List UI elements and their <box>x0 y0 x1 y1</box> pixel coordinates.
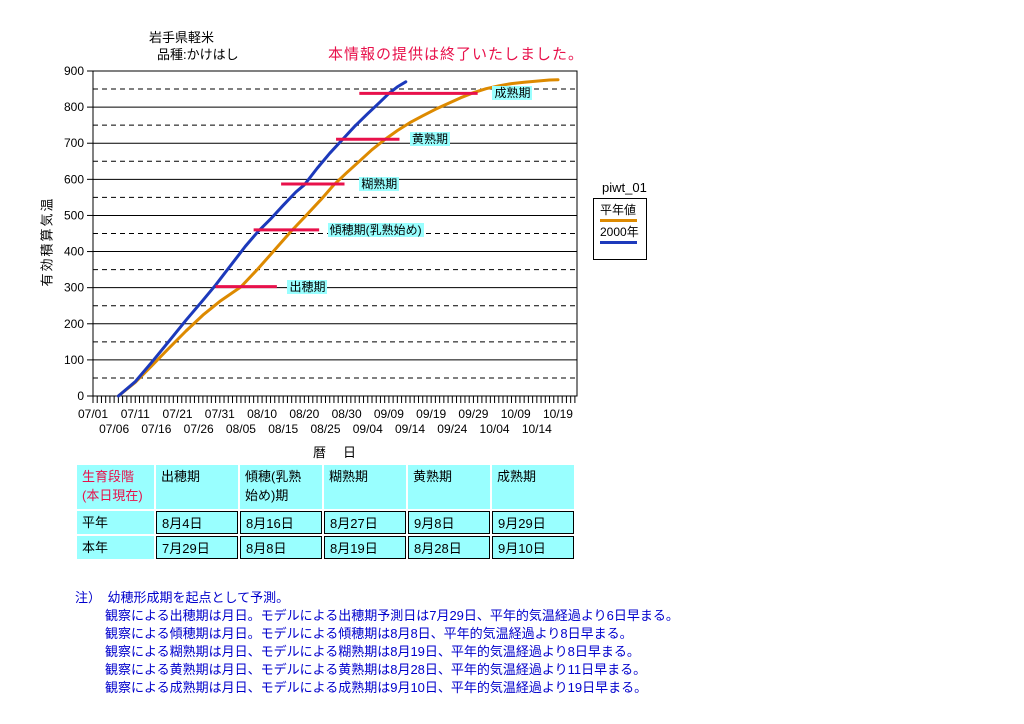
x-tick-label: 07/01 <box>78 407 108 421</box>
y-axis-title: 有効積算気温 <box>39 196 55 287</box>
stage-annotation: 黄熟期 <box>410 132 451 147</box>
table-row-normal-year: 平年 8月4日 8月16日 8月27日 9月8日 9月29日 <box>77 511 574 534</box>
header-heading-stage: 出穂期 <box>156 465 238 509</box>
table-cell: 8月28日 <box>408 536 490 559</box>
x-axis-title: 暦 日 <box>313 445 359 460</box>
x-tick-label: 07/21 <box>163 407 193 421</box>
series-2000年 <box>116 80 408 398</box>
variety-name: 品種:かけはし <box>157 47 239 62</box>
chart-title: 岩手県軽米 品種:かけはし <box>149 29 239 63</box>
footnote-line: 観察による傾穂期は月日。モデルによる傾穂期は8月8日、平年的気温経過より8日早ま… <box>105 626 633 641</box>
stage-annotation: 成熟期 <box>492 86 533 101</box>
x-tick-label: 09/24 <box>437 422 467 436</box>
x-tick-label: 09/29 <box>458 407 488 421</box>
y-tick-label: 300 <box>64 281 84 295</box>
x-tick-label: 10/19 <box>543 407 573 421</box>
y-tick-label: 800 <box>64 100 84 114</box>
y-tick-label: 900 <box>64 64 84 78</box>
table-cell: 9月29日 <box>492 511 574 534</box>
y-tick-label: 500 <box>64 208 84 222</box>
region-name: 岩手県軽米 <box>149 30 215 45</box>
y-tick-label: 600 <box>64 172 84 186</box>
x-tick-label: 07/31 <box>205 407 235 421</box>
x-tick-label: 07/26 <box>184 422 214 436</box>
x-tick-label: 09/19 <box>416 407 446 421</box>
x-tick-label: 08/15 <box>268 422 298 436</box>
y-tick-label: 400 <box>64 245 84 259</box>
plot-border <box>92 70 578 397</box>
y-tick-label: 0 <box>77 389 84 403</box>
x-tick-label: 07/11 <box>121 407 150 421</box>
x-tick-label: 10/09 <box>501 407 531 421</box>
y-tick-label: 100 <box>64 353 84 367</box>
growth-stage-table: 生育段階 (本日現在) 出穂期 傾穂(乳熟 始め)期 糊熟期 黄熟期 成熟期 平… <box>75 463 576 561</box>
legend-title: piwt_01 <box>602 180 647 195</box>
legend-entry-normal: 平年値 <box>600 203 646 222</box>
x-tick-label: 08/05 <box>226 422 256 436</box>
header-mature-stage: 成熟期 <box>492 465 574 509</box>
x-tick-label: 09/14 <box>395 422 425 436</box>
y-tick-label: 200 <box>64 317 84 331</box>
row-label-normal: 平年 <box>77 511 154 534</box>
legend-line-2000-icon <box>600 241 637 244</box>
table-header-row: 生育段階 (本日現在) 出穂期 傾穂(乳熟 始め)期 糊熟期 黄熟期 成熟期 <box>77 465 574 509</box>
footnote-line: 観察による出穂期は月日。モデルによる出穂期予測日は7月29日、平年的気温経過より… <box>105 608 679 623</box>
table-cell: 8月4日 <box>156 511 238 534</box>
table-cell: 9月8日 <box>408 511 490 534</box>
x-tick-label: 07/16 <box>141 422 171 436</box>
chart-area: 0 100 200 300 400 500 600 700 800 900 07/01 07/11 07… <box>39 64 578 460</box>
stage-annotation: 糊熟期 <box>359 177 400 192</box>
footnotes: 注） 幼穂形成期を起点として予測。 観察による出穂期は月日。モデルによる出穂期予… <box>75 589 679 697</box>
x-tick-label: 08/25 <box>310 422 340 436</box>
legend: 平年値 2000年 <box>593 198 647 260</box>
service-ended-notice: 本情報の提供は終了いたしました。 <box>328 46 585 63</box>
x-tick-label: 09/09 <box>374 407 404 421</box>
table-cell: 8月27日 <box>324 511 406 534</box>
x-tick-label: 08/20 <box>289 407 319 421</box>
table-cell: 8月8日 <box>240 536 322 559</box>
x-tick-label: 09/04 <box>353 422 383 436</box>
legend-label-2000: 2000年 <box>600 225 639 239</box>
footnote-line: 観察による成熟期は月日、モデルによる成熟期は9月10日、平年的気温経過より19日… <box>105 680 648 695</box>
x-tick-label: 07/06 <box>99 422 129 436</box>
header-dough-stage: 糊熟期 <box>324 465 406 509</box>
footnote-line: 観察による黄熟期は月日、モデルによる黄熟期は8月28日、平年的気温経過より11日… <box>105 662 647 677</box>
footnote-line: 観察による糊熟期は月日、モデルによる糊熟期は8月19日、平年的気温経過より8日早… <box>105 644 640 659</box>
x-tick-label: 08/30 <box>332 407 362 421</box>
y-tick-label: 700 <box>64 136 84 150</box>
footnote-heading: 注） 幼穂形成期を起点として予測。 <box>75 590 290 605</box>
row-label-this-year: 本年 <box>77 536 154 559</box>
stage-annotation: 傾穂期(乳熟始め) <box>327 222 424 237</box>
legend-entry-2000: 2000年 <box>600 225 646 244</box>
legend-line-normal-icon <box>600 219 637 222</box>
stage-annotation: 出穂期 <box>287 279 328 294</box>
x-tick-label: 08/10 <box>247 407 277 421</box>
x-tick-label: 10/04 <box>480 422 510 436</box>
table-row-this-year: 本年 7月29日 8月8日 8月19日 8月28日 9月10日 <box>77 536 574 559</box>
header-milk-stage: 傾穂(乳熟 始め)期 <box>240 465 322 509</box>
legend-label-normal: 平年値 <box>600 203 637 217</box>
table-cell: 7月29日 <box>156 536 238 559</box>
header-growth-stage: 生育段階 (本日現在) <box>77 465 154 509</box>
header-yellow-ripe-stage: 黄熟期 <box>408 465 490 509</box>
series-平年値 <box>116 78 560 398</box>
table-cell: 8月16日 <box>240 511 322 534</box>
x-tick-label: 10/14 <box>522 422 552 436</box>
table-cell: 8月19日 <box>324 536 406 559</box>
table-cell: 9月10日 <box>492 536 574 559</box>
